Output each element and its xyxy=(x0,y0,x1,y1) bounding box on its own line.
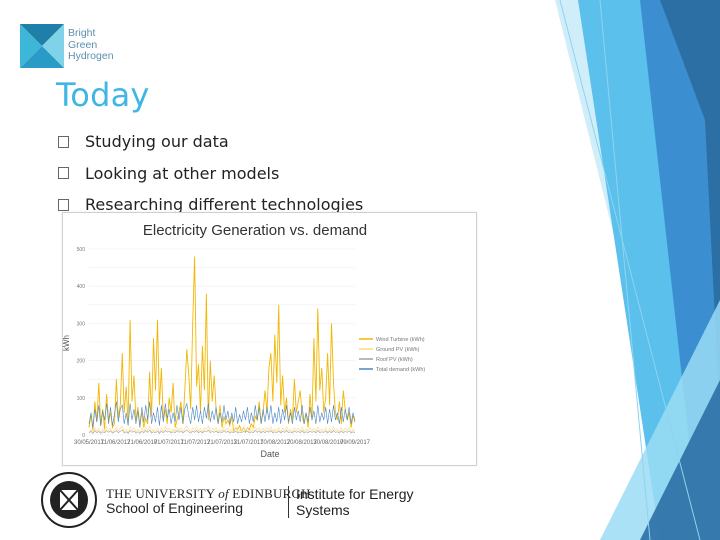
series-line xyxy=(88,425,356,434)
institute-name-line1: Institute for Energy xyxy=(296,486,414,502)
x-axis-ticks: 30/05/201711/06/201721/06/201701/07/2017… xyxy=(74,440,371,446)
slide-title: Today xyxy=(56,76,150,114)
bullet-list: Studying our data Looking at other model… xyxy=(56,126,363,221)
x-tick-label: 10/08/2017 xyxy=(260,440,291,446)
bullet-box-icon xyxy=(58,167,69,180)
legend-label: Wind Turbine (kWh) xyxy=(376,337,425,343)
y-tick-label: 200 xyxy=(77,359,86,365)
y-tick-label: 300 xyxy=(77,321,86,327)
footer-logos: THE UNIVERSITY of EDINBURGH School of En… xyxy=(36,470,456,530)
bullet-item: Looking at other models xyxy=(56,158,363,190)
x-tick-label: 09/09/2017 xyxy=(340,440,371,446)
series-line xyxy=(88,401,356,428)
x-axis-label: Date xyxy=(260,449,279,459)
x-tick-label: 21/06/2017 xyxy=(127,440,158,446)
bullet-text: Looking at other models xyxy=(85,163,280,183)
series-line xyxy=(88,256,356,433)
deco-shape-dark xyxy=(660,0,720,420)
legend-label: Roof PV (kWh) xyxy=(376,357,413,363)
x-tick-label: 01/07/2017 xyxy=(154,440,185,446)
y-axis-label: kWh xyxy=(63,335,71,351)
chart-svg: Electricity Generation vs. demand 0 100 20… xyxy=(62,222,425,459)
x-tick-label: 20/08/2017 xyxy=(287,440,318,446)
deco-shape-lightest xyxy=(555,0,720,540)
series-line xyxy=(88,429,356,434)
x-tick-label: 30/08/2017 xyxy=(313,440,344,446)
logo-text: Bright Green Hydrogen xyxy=(68,27,114,63)
footer-separator xyxy=(288,486,289,518)
x-tick-label: 11/06/2017 xyxy=(101,440,131,446)
uoe-of: of xyxy=(218,486,229,501)
chart-series xyxy=(88,256,356,434)
chart-grid xyxy=(89,248,355,436)
school-name: School of Engineering xyxy=(106,500,243,516)
generation-demand-chart: Electricity Generation vs. demand 0 100 20… xyxy=(62,212,477,466)
university-seal-icon xyxy=(41,472,97,528)
deco-line-1 xyxy=(559,0,701,540)
y-tick-label: 0 xyxy=(82,433,85,439)
y-tick-label: 500 xyxy=(77,247,86,253)
y-axis-ticks: 0 100 200 300 400 500 xyxy=(77,247,86,439)
bullet-text: Studying our data xyxy=(85,132,229,152)
bullet-box-icon xyxy=(58,135,69,148)
deco-shape-bottom xyxy=(600,300,720,540)
chart-legend: Wind Turbine (kWh) Ground PV (kWh) Roof PV… xyxy=(359,337,425,373)
uoe-prefix: THE UNIVERSITY xyxy=(106,486,215,501)
deco-line-2 xyxy=(599,0,651,540)
institute-name-line2: Systems xyxy=(296,502,350,518)
bullet-text: Researching different technologies xyxy=(85,195,364,215)
logo-line-1: Bright xyxy=(68,27,96,39)
deco-shape-bottom-dark xyxy=(640,380,720,540)
x-tick-label: 30/05/2017 xyxy=(74,440,105,446)
bullet-box-icon xyxy=(58,198,69,211)
logo-line-2: Green xyxy=(68,38,98,51)
university-name: THE UNIVERSITY of EDINBURGH xyxy=(106,486,311,502)
chart-title: Electricity Generation vs. demand xyxy=(143,222,367,239)
deco-shape-light xyxy=(578,0,720,540)
bright-green-hydrogen-logo xyxy=(20,24,64,68)
legend-label: Ground PV (kWh) xyxy=(376,347,420,353)
y-tick-label: 100 xyxy=(77,396,86,402)
x-tick-label: 11/07/2017 xyxy=(181,440,211,446)
bullet-item: Researching different technologies xyxy=(56,189,363,221)
uoe-suffix: EDINBURGH xyxy=(232,486,311,501)
y-tick-label: 400 xyxy=(77,284,86,290)
deco-shape-mid xyxy=(640,0,720,540)
x-tick-label: 31/07/2017 xyxy=(234,440,265,446)
x-tick-label: 21/07/2017 xyxy=(207,440,238,446)
logo-line-3: Hydrogen xyxy=(68,50,114,62)
bullet-item: Studying our data xyxy=(56,126,363,158)
legend-label: Total demand (kWh) xyxy=(376,367,425,373)
